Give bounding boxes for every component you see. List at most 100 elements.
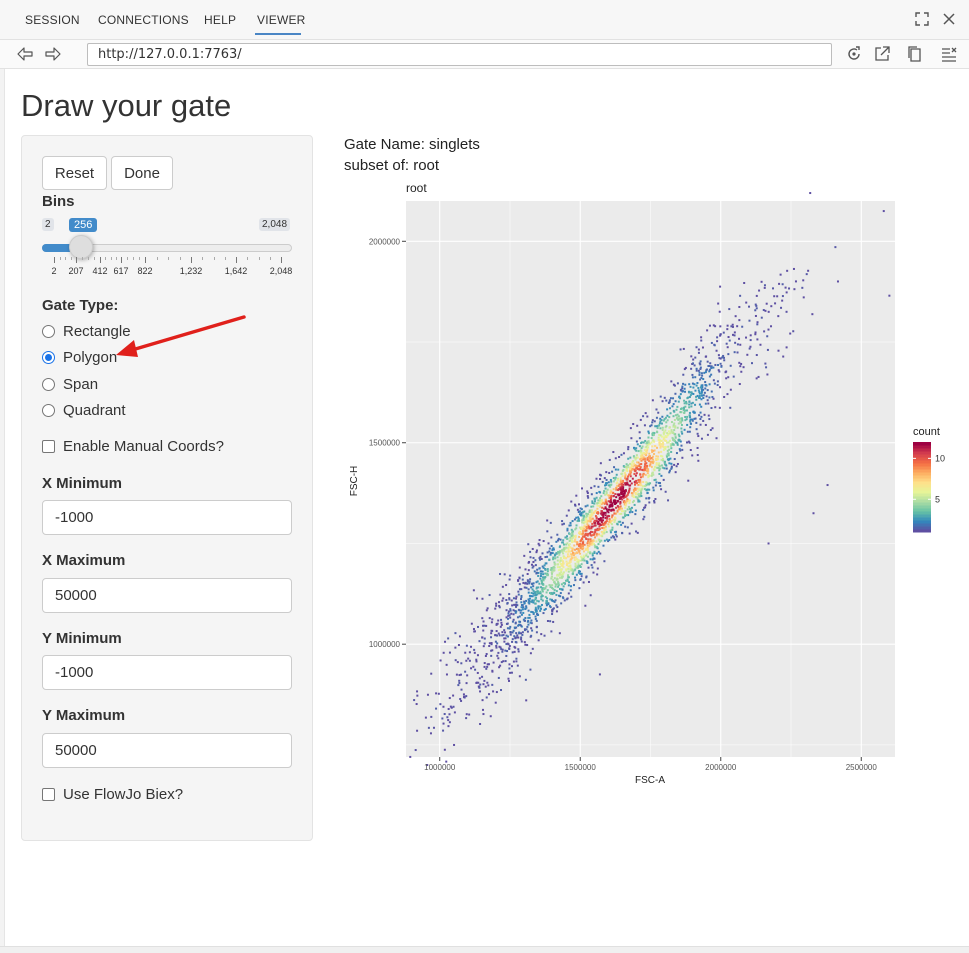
data-point [527, 619, 530, 622]
data-point [658, 462, 661, 465]
y-min-input[interactable] [42, 655, 292, 690]
data-point [569, 560, 572, 563]
data-point [579, 542, 582, 545]
data-point [588, 511, 591, 514]
data-point [540, 570, 543, 573]
data-point [560, 583, 563, 586]
data-point [534, 564, 537, 567]
data-point [702, 378, 705, 381]
clear-viewer-icon[interactable] [940, 45, 958, 63]
data-point [514, 611, 517, 614]
forward-arrow-icon[interactable] [44, 45, 62, 63]
data-point [474, 668, 477, 671]
url-input[interactable]: http://127.0.0.1:7763/ [87, 43, 832, 66]
copy-icon[interactable] [906, 45, 924, 63]
data-point [653, 499, 656, 502]
data-point [617, 520, 620, 523]
data-point [636, 490, 639, 493]
flowjo-checkbox-row[interactable]: Use FlowJo Biex? [42, 784, 183, 804]
slider-grid-label: 2,048 [269, 266, 293, 276]
data-point [622, 487, 625, 490]
tab-session[interactable]: SESSION [25, 13, 80, 27]
maximize-icon[interactable] [914, 11, 930, 27]
done-button[interactable]: Done [111, 156, 173, 190]
data-point [598, 504, 601, 507]
radio-quadrant[interactable]: Quadrant [42, 400, 126, 420]
data-point [619, 488, 622, 491]
data-point [807, 269, 810, 272]
radio-button[interactable] [42, 403, 55, 417]
data-point [562, 582, 565, 585]
data-point [537, 600, 540, 603]
scatter-plot[interactable]: root 1000000 1500000 2000000 25000001000000… [340, 176, 960, 796]
data-point [726, 328, 729, 331]
tab-connections[interactable]: CONNECTIONS [98, 13, 189, 27]
data-point [460, 662, 463, 665]
data-point [604, 487, 607, 490]
data-point [664, 445, 667, 448]
data-point [645, 462, 648, 465]
data-point [495, 630, 498, 633]
reset-button[interactable]: Reset [42, 156, 107, 190]
data-point [521, 578, 524, 581]
data-point [589, 541, 592, 544]
tab-viewer[interactable]: VIEWER [257, 13, 306, 27]
radio-button[interactable] [42, 377, 55, 391]
data-point [481, 675, 484, 678]
data-point [655, 455, 658, 458]
slider-handle[interactable] [69, 235, 93, 259]
back-arrow-icon[interactable] [16, 45, 34, 63]
y-axis-label: FSC-H [349, 466, 360, 497]
data-point [556, 556, 559, 559]
data-point [621, 498, 624, 501]
data-point [574, 568, 577, 571]
data-point [552, 591, 555, 594]
tab-help[interactable]: HELP [204, 13, 237, 27]
data-point [708, 418, 711, 421]
radio-button[interactable] [42, 324, 55, 338]
data-point [614, 538, 617, 541]
data-point [541, 588, 544, 591]
data-point [479, 690, 482, 693]
data-point [686, 415, 689, 418]
open-external-icon[interactable] [873, 45, 891, 63]
manual-coords-checkbox[interactable] [42, 439, 55, 453]
flowjo-checkbox[interactable] [42, 787, 55, 801]
radio-polygon[interactable]: Polygon [42, 347, 117, 367]
data-point [486, 665, 489, 668]
data-point [651, 445, 654, 448]
data-point [639, 454, 642, 457]
data-point [478, 640, 481, 643]
data-point [629, 468, 632, 471]
data-point [518, 583, 521, 586]
data-point [593, 524, 596, 527]
data-point [529, 578, 532, 581]
y-max-input[interactable] [42, 733, 292, 768]
data-point [792, 267, 795, 270]
x-min-input[interactable] [42, 500, 292, 535]
data-point [683, 402, 686, 405]
x-max-input[interactable] [42, 578, 292, 613]
data-point [762, 309, 765, 312]
data-point [632, 488, 635, 491]
close-icon[interactable] [941, 11, 957, 27]
data-point [530, 627, 533, 630]
data-point [558, 553, 561, 556]
data-point [764, 362, 767, 365]
data-point [668, 439, 671, 442]
data-point [656, 427, 659, 430]
data-point [648, 443, 651, 446]
data-point [542, 583, 545, 586]
data-point [481, 617, 484, 620]
radio-button-checked[interactable] [42, 350, 55, 364]
data-point [499, 664, 502, 667]
data-point [570, 555, 573, 558]
radio-span[interactable]: Span [42, 374, 98, 394]
refresh-icon[interactable] [845, 45, 863, 63]
data-point [739, 343, 742, 346]
data-point [578, 543, 581, 546]
manual-coords-checkbox-row[interactable]: Enable Manual Coords? [42, 436, 224, 456]
radio-rectangle[interactable]: Rectangle [42, 321, 131, 341]
data-point [520, 613, 523, 616]
